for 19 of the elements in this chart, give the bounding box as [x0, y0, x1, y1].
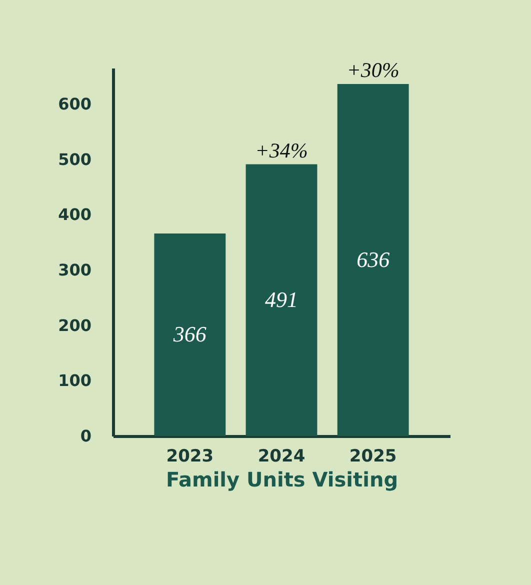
y-tick-label: 500: [58, 150, 92, 169]
bar: [154, 233, 226, 436]
x-axis-title: Family Units Visiting: [166, 468, 398, 492]
y-tick-label: 200: [58, 316, 92, 335]
y-tick-label: 400: [58, 205, 92, 224]
annotation: +34%: [255, 138, 308, 162]
x-tick-label: 2025: [349, 446, 397, 466]
annotation: +30%: [346, 58, 400, 82]
x-tick-label: 2023: [166, 446, 214, 466]
y-tick-label: 100: [58, 371, 92, 390]
y-tick-label: 300: [58, 260, 92, 280]
y-tick-label: 600: [58, 94, 92, 114]
data-label: 366: [172, 322, 206, 347]
data-label: 636: [356, 247, 390, 272]
y-tick-label: 0: [80, 426, 92, 446]
data-label: 491: [265, 287, 298, 312]
bar: [337, 84, 409, 436]
x-tick-label: 2024: [258, 446, 306, 466]
bar: [246, 164, 318, 436]
